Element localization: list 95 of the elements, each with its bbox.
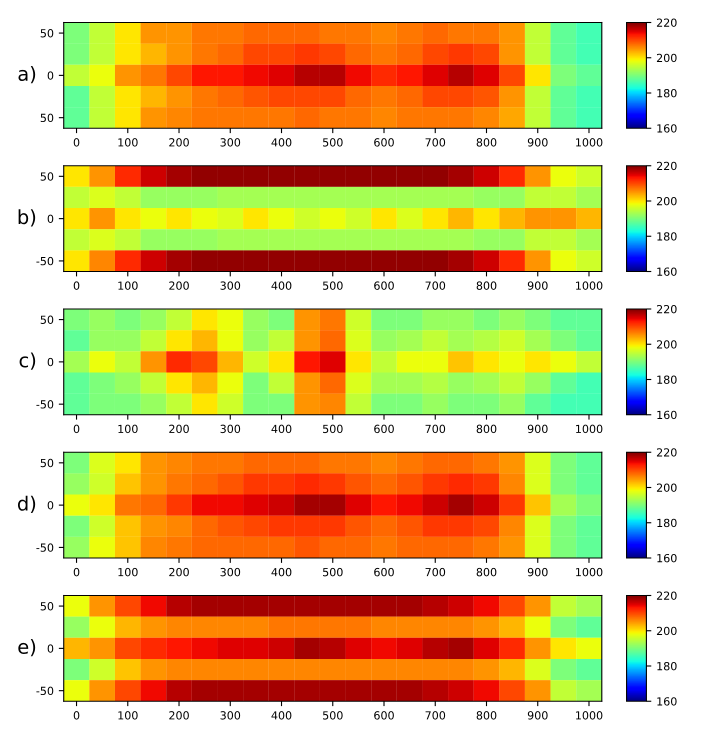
x-tick-label: 100 bbox=[118, 568, 138, 576]
y-tick-label: 0 bbox=[48, 71, 54, 80]
x-tick-label: 400 bbox=[271, 424, 292, 434]
x-tick-label: 800 bbox=[476, 568, 496, 576]
text: d) bbox=[18, 496, 36, 514]
y-tick-label: 50 bbox=[40, 29, 54, 38]
x-tick-label: 0 bbox=[74, 711, 80, 720]
color-bar-label: 160 bbox=[657, 697, 677, 706]
color-bar-label: 180 bbox=[657, 518, 677, 528]
x-tick-label: 0 bbox=[74, 568, 80, 576]
color-bar-label: 160 bbox=[657, 124, 677, 133]
color-bar-label: 200 bbox=[656, 340, 677, 349]
x-tick-label: 0 bbox=[74, 138, 80, 147]
y-tick-label: -50 bbox=[36, 256, 54, 266]
x-tick-label: 200 bbox=[169, 281, 189, 290]
x-tick-label: 700 bbox=[426, 568, 446, 576]
x-tick-label: 300 bbox=[220, 424, 240, 434]
x-tick-label: 400 bbox=[271, 568, 292, 576]
color-bar-label: 200 bbox=[656, 483, 677, 492]
x-tick-label: 600 bbox=[374, 711, 394, 720]
color-bar-label: 200 bbox=[656, 54, 677, 62]
x-tick-label: 600 bbox=[374, 138, 394, 147]
y-tick-label: 50 bbox=[40, 316, 54, 324]
text: c) bbox=[20, 352, 36, 370]
x-tick-label: 100 bbox=[118, 281, 138, 290]
x-tick-label: 600 bbox=[374, 281, 394, 290]
y-tick-label: 0 bbox=[48, 644, 54, 653]
x-tick-label: 500 bbox=[323, 568, 343, 576]
y-tick-label: 0 bbox=[48, 214, 54, 224]
x-tick-label: 1000 bbox=[576, 424, 602, 434]
x-tick-label: 100 bbox=[118, 424, 138, 434]
color-bar-label: 220 bbox=[656, 162, 677, 170]
color-bar-label: 200 bbox=[656, 196, 677, 206]
x-tick-label: 900 bbox=[528, 138, 548, 147]
color-bar-label: 180 bbox=[657, 375, 677, 384]
y-tick-label: -50 bbox=[36, 686, 54, 696]
y-tick-label: 0 bbox=[48, 358, 54, 366]
x-tick-label: 300 bbox=[220, 281, 240, 290]
color-bar-label: 160 bbox=[657, 410, 677, 420]
x-tick-label: 200 bbox=[169, 138, 189, 147]
x-tick-label: 700 bbox=[426, 281, 446, 290]
x-tick-label: 1000 bbox=[576, 281, 602, 290]
y-tick-label: 50 bbox=[40, 114, 54, 122]
x-tick-label: 300 bbox=[220, 138, 240, 147]
x-tick-label: 400 bbox=[271, 281, 292, 290]
x-tick-label: 1000 bbox=[576, 711, 602, 720]
color-bar-label: 220 bbox=[656, 304, 677, 314]
x-tick-label: 200 bbox=[169, 568, 189, 576]
x-tick-label: 200 bbox=[169, 424, 189, 434]
y-tick-label: -50 bbox=[36, 543, 54, 552]
x-tick-label: 1000 bbox=[576, 568, 602, 576]
x-tick-label: 800 bbox=[476, 281, 496, 290]
color-bar-label: 220 bbox=[656, 591, 677, 600]
x-tick-label: 700 bbox=[426, 424, 446, 434]
x-tick-label: 900 bbox=[528, 568, 548, 576]
y-tick-label: -50 bbox=[36, 400, 54, 409]
color-bar-label: 200 bbox=[656, 626, 677, 636]
x-tick-label: 600 bbox=[374, 568, 394, 576]
color-bar-label: 160 bbox=[657, 554, 677, 562]
x-tick-label: 500 bbox=[323, 138, 343, 147]
color-bar-label: 180 bbox=[657, 662, 677, 670]
x-tick-label: 700 bbox=[426, 138, 446, 147]
x-tick-label: 400 bbox=[271, 138, 292, 147]
text: e) bbox=[18, 638, 36, 656]
x-tick-label: 600 bbox=[374, 424, 394, 434]
x-tick-label: 800 bbox=[476, 424, 496, 434]
x-tick-label: 900 bbox=[528, 424, 548, 434]
y-tick-label: 50 bbox=[40, 172, 54, 181]
x-tick-label: 500 bbox=[323, 711, 343, 720]
x-tick-label: 400 bbox=[271, 711, 292, 720]
x-tick-label: 800 bbox=[476, 138, 496, 147]
color-bar-label: 180 bbox=[657, 88, 677, 98]
color-bar-label: 160 bbox=[657, 267, 677, 276]
y-tick-label: 0 bbox=[48, 501, 54, 510]
color-bar-label: 220 bbox=[656, 18, 677, 27]
color-bar-label: 180 bbox=[657, 232, 677, 241]
x-tick-label: 500 bbox=[323, 424, 343, 434]
x-tick-label: 900 bbox=[528, 281, 548, 290]
x-tick-label: 300 bbox=[220, 568, 240, 576]
x-tick-label: 100 bbox=[118, 138, 138, 147]
x-tick-label: 100 bbox=[118, 711, 138, 720]
text: a) bbox=[18, 66, 36, 84]
x-tick-label: 0 bbox=[74, 424, 80, 434]
x-tick-label: 1000 bbox=[576, 138, 602, 147]
x-tick-label: 800 bbox=[476, 711, 496, 720]
y-tick-label: 50 bbox=[40, 458, 54, 468]
x-tick-label: 700 bbox=[426, 711, 446, 720]
x-tick-label: 0 bbox=[74, 281, 80, 290]
x-tick-label: 300 bbox=[220, 711, 240, 720]
y-tick-label: 50 bbox=[40, 602, 54, 610]
x-tick-label: 500 bbox=[323, 281, 343, 290]
x-tick-label: 200 bbox=[169, 711, 189, 720]
color-bar-label: 220 bbox=[656, 448, 677, 457]
text: b) bbox=[18, 209, 36, 227]
x-tick-label: 900 bbox=[528, 711, 548, 720]
